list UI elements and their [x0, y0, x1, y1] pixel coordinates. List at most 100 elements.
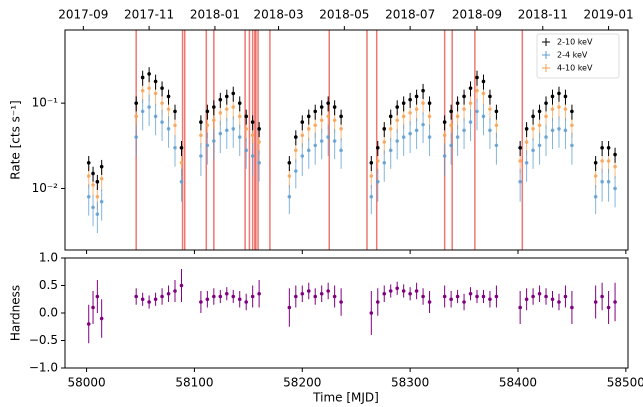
point — [153, 114, 158, 119]
point — [382, 160, 387, 165]
point — [481, 294, 486, 299]
point — [613, 152, 617, 157]
point — [287, 194, 292, 199]
point — [488, 128, 492, 133]
point — [518, 145, 522, 150]
point — [257, 140, 261, 144]
point — [99, 316, 104, 321]
point — [244, 127, 248, 131]
point — [153, 91, 158, 96]
x2-tick-label: 2018-01 — [190, 8, 240, 22]
point — [99, 164, 104, 169]
point — [455, 135, 460, 139]
point — [570, 109, 574, 114]
point — [544, 135, 548, 139]
point — [95, 212, 100, 216]
point — [199, 300, 203, 304]
point — [395, 139, 399, 143]
point — [250, 154, 255, 158]
point — [388, 148, 393, 153]
legend-label: 2-10 keV — [557, 38, 593, 47]
x-tick-label: 58400 — [499, 376, 537, 390]
point — [287, 305, 292, 310]
point — [99, 176, 104, 181]
point — [244, 300, 248, 304]
point — [224, 128, 229, 133]
point — [421, 88, 425, 93]
point — [319, 291, 324, 296]
y-tick-label: 10⁻¹ — [32, 96, 59, 110]
point — [563, 107, 568, 111]
point — [134, 114, 138, 119]
point — [218, 97, 223, 102]
x2-tick-label: 2018-09 — [452, 8, 502, 22]
point — [237, 101, 242, 105]
point — [237, 297, 242, 302]
point — [557, 105, 561, 109]
y-tick-label: 0.5 — [39, 278, 58, 292]
point — [339, 148, 343, 153]
point — [250, 133, 255, 138]
point — [91, 205, 95, 210]
point — [166, 94, 171, 99]
point — [401, 135, 406, 139]
point — [531, 114, 535, 119]
point — [91, 305, 95, 310]
point — [91, 171, 95, 176]
point — [449, 123, 453, 128]
point — [524, 140, 529, 144]
point — [224, 94, 229, 99]
point — [563, 294, 568, 299]
point — [408, 97, 412, 102]
point — [557, 127, 561, 131]
point — [600, 145, 604, 150]
point — [401, 114, 406, 119]
point — [442, 120, 447, 124]
point — [300, 291, 305, 296]
point — [475, 75, 479, 80]
point — [613, 186, 617, 191]
point — [606, 159, 611, 163]
point — [468, 86, 473, 90]
point — [531, 294, 535, 299]
point — [488, 94, 492, 99]
point — [427, 101, 432, 105]
point — [153, 297, 158, 302]
point — [326, 289, 330, 293]
point — [488, 107, 492, 111]
point — [134, 101, 138, 105]
point — [544, 294, 548, 299]
point — [218, 111, 223, 115]
point — [173, 289, 177, 293]
point — [326, 135, 330, 139]
point — [257, 160, 261, 165]
point — [475, 109, 479, 114]
point — [231, 91, 236, 96]
point — [518, 159, 522, 163]
point — [300, 120, 305, 124]
point — [593, 174, 598, 178]
point — [449, 143, 453, 148]
point — [339, 114, 343, 119]
point — [427, 135, 432, 139]
point — [212, 139, 216, 143]
point — [300, 154, 305, 158]
x-tick-label: 58100 — [175, 376, 213, 390]
point — [306, 127, 311, 131]
point — [306, 114, 311, 119]
point — [179, 145, 184, 150]
point — [332, 294, 337, 299]
point — [140, 75, 145, 80]
point — [518, 179, 522, 184]
point — [468, 120, 473, 124]
rate-axis-label: Rate [cts s⁻¹] — [9, 100, 23, 179]
point — [475, 294, 479, 299]
x-tick-label: 58300 — [391, 376, 429, 390]
point — [199, 133, 203, 138]
point — [319, 118, 324, 123]
point — [524, 160, 529, 165]
point — [205, 123, 210, 128]
point — [481, 79, 486, 84]
point — [173, 145, 177, 150]
point — [462, 300, 466, 304]
